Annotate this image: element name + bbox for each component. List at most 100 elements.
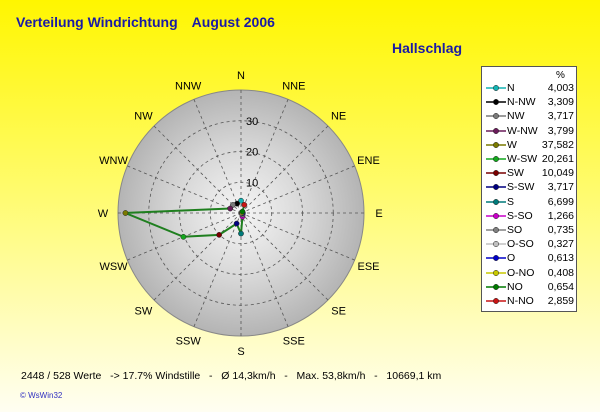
direction-label-n: N (237, 70, 245, 82)
legend-item: NO 0,654 (486, 281, 574, 294)
station-name: Hallschlag (392, 40, 463, 56)
legend-marker-icon (486, 255, 506, 262)
legend-value: 20,261 (541, 153, 574, 165)
legend-item: N-NO 2,859 (486, 295, 574, 308)
data-point-wsw (180, 233, 187, 240)
legend-label: N-NW (507, 96, 536, 109)
legend-label: W (507, 138, 517, 151)
legend-item: SO 0,735 (486, 224, 574, 237)
data-point-nne (241, 202, 248, 208)
legend-marker-icon (486, 127, 506, 134)
legend-item: O-NO 0,408 (486, 267, 574, 280)
legend-label: S-SW (507, 181, 535, 194)
ring-20 (179, 151, 303, 275)
legend-value: 0,654 (547, 280, 574, 293)
direction-label-wnw: WNW (99, 155, 128, 167)
legend-label: SO (507, 224, 523, 236)
legend-value: 3,799 (547, 124, 574, 137)
legend-label: NO (507, 280, 523, 293)
brand-mark: © WsWin32 (20, 391, 63, 400)
legend-item: NW 3,717 (486, 110, 574, 123)
direction-label-wsw: WSW (99, 261, 128, 273)
legend-label: O-NO (507, 266, 535, 279)
radial-tick-label-30: 30 (246, 116, 258, 128)
legend-value: 0,327 (547, 238, 574, 251)
data-point-s (238, 230, 244, 237)
legend-marker-icon (486, 212, 506, 219)
legend-marker-icon (486, 283, 506, 290)
direction-label-sw: SW (135, 306, 153, 318)
legend-value: 1,266 (547, 209, 574, 222)
direction-label-e: E (375, 208, 382, 220)
legend-label: N-NO (507, 295, 534, 307)
legend-label: NW (507, 110, 525, 123)
legend-header: % (556, 70, 565, 81)
direction-label-s: S (237, 346, 244, 358)
legend-marker-icon (486, 141, 506, 148)
ring-30 (148, 120, 334, 306)
legend-marker-icon (486, 85, 506, 91)
legend-value: 0,735 (547, 224, 574, 236)
chart-title: Verteilung Windrichtung August 2006 (16, 14, 275, 30)
legend-marker-icon (486, 227, 506, 233)
legend-marker-icon (486, 184, 506, 191)
direction-label-ene: ENE (357, 155, 380, 167)
legend-item: W-SW 20,261 (486, 153, 574, 166)
legend-marker-icon (486, 99, 506, 106)
direction-label-w: W (98, 208, 109, 220)
title-text: Verteilung Windrichtung (16, 14, 178, 30)
data-point-sw (216, 232, 222, 238)
title-period: August 2006 (191, 14, 275, 30)
legend-value: 4,003 (547, 82, 574, 94)
direction-label-ne: NE (331, 110, 346, 122)
legend-label: N (507, 82, 515, 94)
ring-10 (209, 181, 273, 245)
legend-marker-icon (486, 269, 506, 276)
legend-value: 3,309 (547, 96, 574, 109)
legend-marker-icon (486, 241, 506, 248)
data-point-n (238, 197, 244, 204)
legend-item: N 4,003 (486, 82, 574, 95)
legend-item: O-SO 0,327 (486, 238, 574, 251)
legend-item: N-NW 3,309 (486, 96, 574, 109)
footer-stats: 2448 / 528 Werte -> 17.7% Windstille - Ø… (21, 370, 442, 382)
legend-item: SW 10,049 (486, 167, 574, 180)
legend-item: S-SO 1,266 (486, 210, 574, 223)
legend-label: S (507, 195, 515, 208)
legend-label: W-SW (507, 153, 538, 165)
legend-item: S-SW 3,717 (486, 181, 574, 194)
legend-label: W-NW (507, 124, 538, 137)
legend-value: 0,613 (547, 252, 574, 265)
legend-marker-icon (486, 113, 506, 120)
data-point-w (122, 210, 129, 216)
legend-value: 3,717 (547, 181, 574, 194)
direction-label-ese: ESE (357, 261, 379, 273)
radial-tick-label-10: 10 (246, 177, 258, 189)
legend-marker-icon (486, 298, 506, 304)
legend-label: SW (507, 167, 524, 180)
direction-label-se: SE (331, 306, 346, 318)
data-point-wnw (227, 205, 234, 212)
legend-value: 37,582 (541, 138, 574, 151)
legend-item: S 6,699 (486, 196, 574, 209)
legend-label: S-SO (507, 209, 533, 222)
direction-label-nnw: NNW (175, 81, 202, 93)
legend-value: 2,859 (547, 295, 574, 307)
legend-value: 10,049 (541, 167, 574, 180)
legend-label: O (507, 252, 516, 265)
legend-value: 3,717 (547, 110, 574, 123)
data-point-ne (239, 208, 246, 215)
legend-label: O-SO (507, 238, 534, 251)
legend-value: 0,408 (547, 266, 574, 279)
direction-label-nw: NW (134, 110, 153, 122)
legend-item: W 37,582 (486, 139, 574, 152)
legend-item: O 0,613 (486, 252, 574, 265)
legend-marker-icon (486, 170, 506, 177)
legend-item: W-NW 3,799 (486, 125, 574, 138)
direction-label-ssw: SSW (176, 335, 202, 347)
direction-label-nne: NNE (282, 81, 305, 93)
radial-tick-label-20: 20 (246, 147, 258, 159)
legend-marker-icon (486, 198, 506, 205)
data-point-ssw (233, 220, 240, 227)
